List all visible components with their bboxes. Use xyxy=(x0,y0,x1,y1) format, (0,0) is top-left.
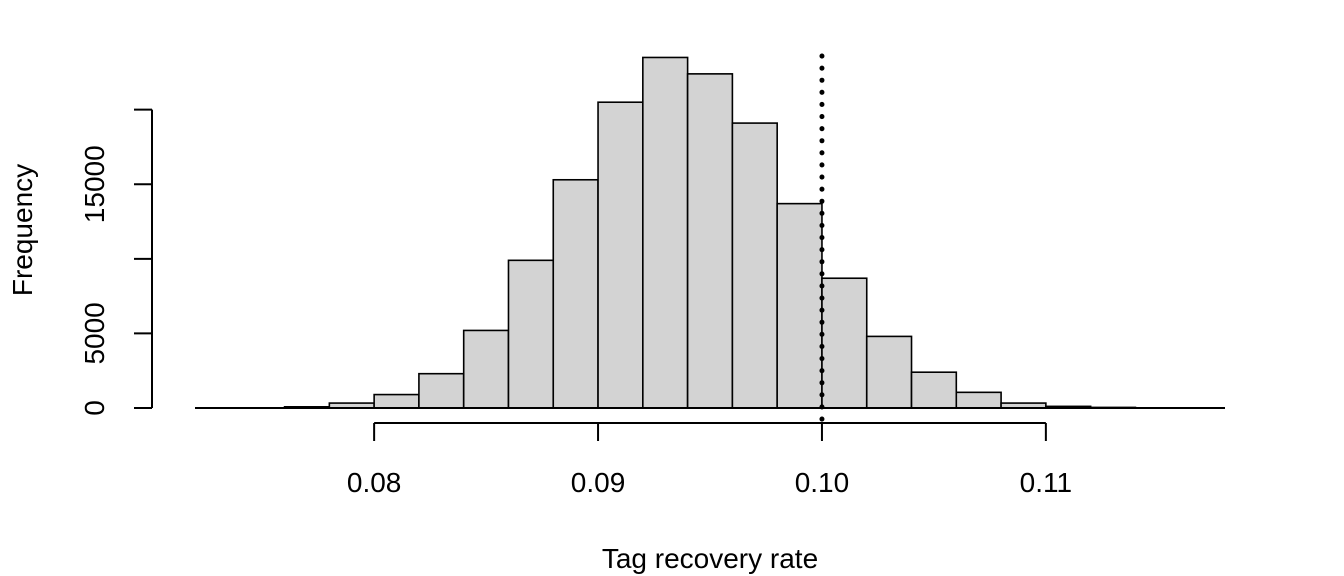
histogram-bar xyxy=(597,101,644,409)
x-tick-label: 0.09 xyxy=(571,467,626,498)
histogram-bar xyxy=(910,371,958,409)
histogram-bar xyxy=(373,393,420,409)
y-tick-label: 0 xyxy=(79,400,110,416)
histogram-bar xyxy=(731,122,778,409)
y-axis-label: Frequency xyxy=(7,164,38,296)
y-tick-label: 5000 xyxy=(79,302,110,364)
x-tick-label: 0.11 xyxy=(1020,467,1072,498)
x-axis: 0.08 0.09 0.10 0.11 xyxy=(347,422,1072,498)
histogram-bars xyxy=(283,56,1137,409)
y-axis: 0 5000 15000 xyxy=(79,108,153,416)
histogram-bar xyxy=(418,372,465,409)
x-tick-label: 0.08 xyxy=(347,467,402,498)
histogram-bar xyxy=(955,391,1002,409)
histogram-bar xyxy=(507,259,555,409)
histogram-bar xyxy=(552,178,599,409)
histogram-bar xyxy=(462,329,510,409)
histogram-bar xyxy=(865,335,913,409)
histogram-bar xyxy=(642,56,689,409)
histogram-bar xyxy=(821,277,868,409)
x-axis-label: Tag recovery rate xyxy=(602,543,818,574)
x-tick-label: 0.10 xyxy=(795,467,850,498)
histogram-bar xyxy=(686,73,734,409)
histogram-bar xyxy=(776,202,823,409)
y-tick-label: 15000 xyxy=(79,145,110,223)
